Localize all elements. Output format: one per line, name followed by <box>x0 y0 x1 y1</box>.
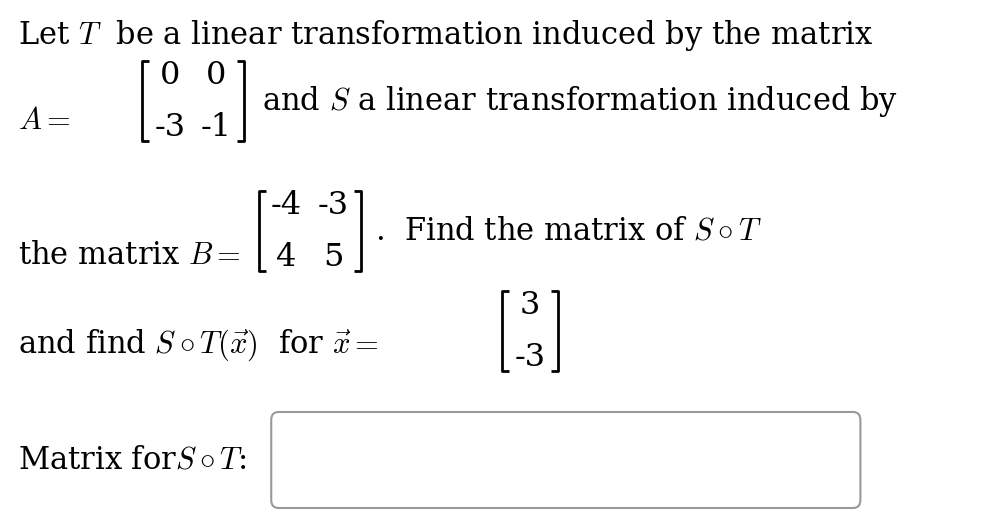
Text: 3: 3 <box>519 290 540 321</box>
Text: 4: 4 <box>276 241 297 272</box>
Text: 0: 0 <box>160 60 180 91</box>
Text: -4: -4 <box>271 190 302 221</box>
Text: $A = $: $A = $ <box>18 105 71 136</box>
Text: Matrix for$S \circ T$:: Matrix for$S \circ T$: <box>18 444 247 476</box>
Text: and find $S \circ T(\vec{x})$  for $\vec{x} = $: and find $S \circ T(\vec{x})$ for $\vec{… <box>18 327 378 363</box>
Text: -3: -3 <box>318 190 349 221</box>
Text: -3: -3 <box>154 111 186 142</box>
Text: 0: 0 <box>207 60 226 91</box>
FancyBboxPatch shape <box>271 412 860 508</box>
Text: the matrix $B = $: the matrix $B = $ <box>18 239 240 270</box>
Text: Let $T$  be a linear transformation induced by the matrix: Let $T$ be a linear transformation induc… <box>18 18 873 52</box>
Text: -1: -1 <box>201 111 232 142</box>
Text: -3: -3 <box>514 341 545 372</box>
Text: .  Find the matrix of $S \circ T$: . Find the matrix of $S \circ T$ <box>374 215 762 247</box>
Text: and $S$ a linear transformation induced by: and $S$ a linear transformation induced … <box>262 83 899 119</box>
Text: 5: 5 <box>323 241 344 272</box>
